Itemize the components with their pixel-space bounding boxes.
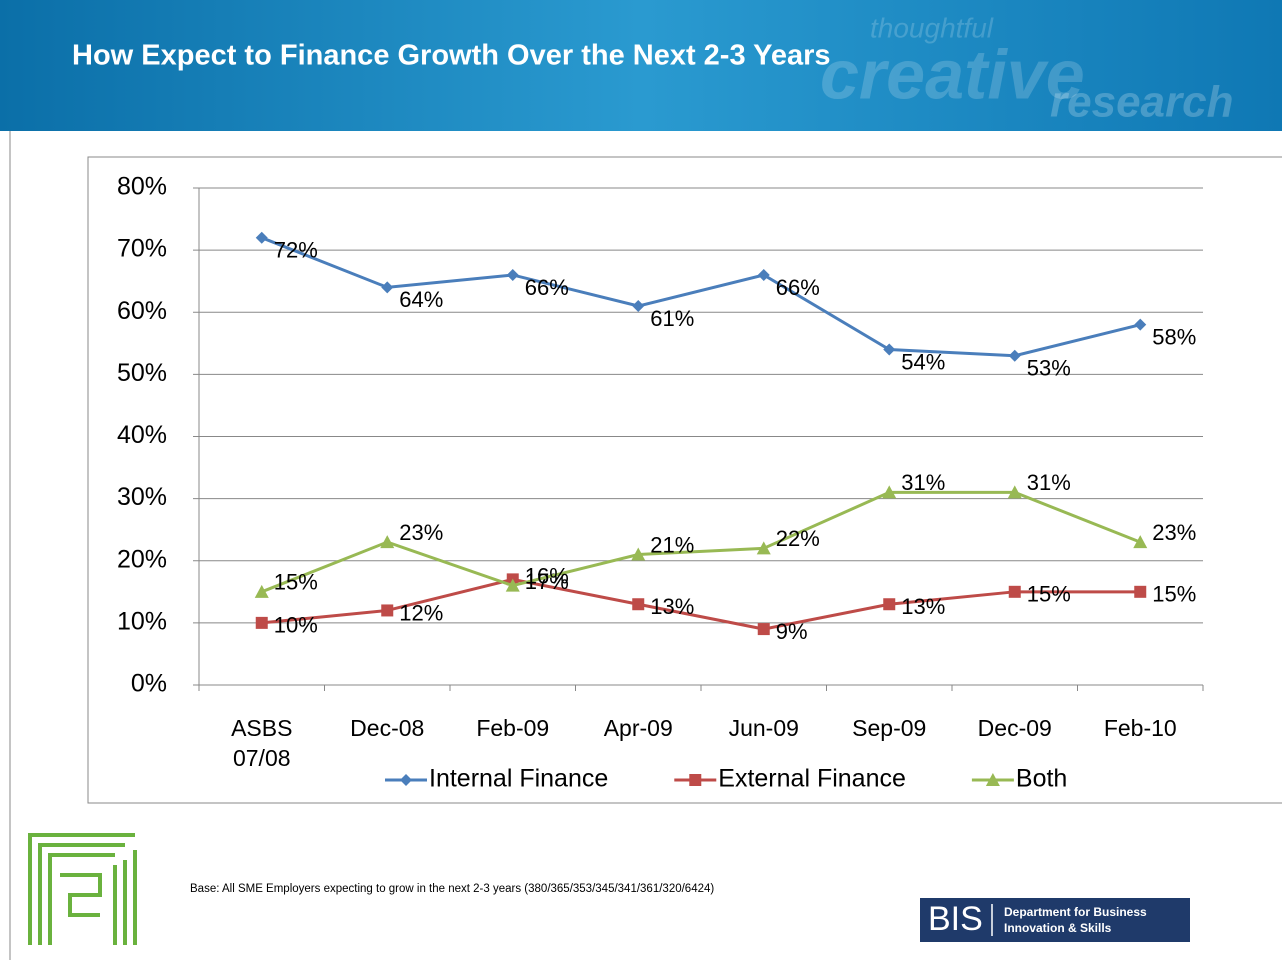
data-point bbox=[1008, 585, 1021, 598]
data-point bbox=[254, 584, 269, 598]
data-label: 61% bbox=[650, 306, 694, 331]
bis-line: Innovation & Skills bbox=[1004, 921, 1112, 935]
legend-label: Internal Finance bbox=[429, 765, 608, 793]
data-point bbox=[883, 343, 896, 356]
data-point bbox=[1134, 318, 1147, 331]
data-label: 15% bbox=[1152, 582, 1196, 607]
data-label: 10% bbox=[274, 613, 318, 638]
data-label: 12% bbox=[399, 600, 443, 625]
data-point bbox=[1007, 485, 1022, 499]
data-label: 64% bbox=[399, 287, 443, 312]
data-label: 15% bbox=[1027, 582, 1071, 607]
x-tick-label: Feb-10 bbox=[1103, 715, 1177, 741]
data-label: 22% bbox=[776, 526, 820, 551]
green-logo bbox=[28, 833, 137, 945]
y-tick-label: 60% bbox=[117, 297, 167, 325]
data-label: 31% bbox=[901, 470, 945, 495]
x-tick-label: Dec-08 bbox=[350, 715, 425, 741]
data-label: 15% bbox=[274, 570, 318, 595]
data-point bbox=[882, 485, 897, 499]
data-label: 21% bbox=[650, 532, 694, 557]
y-tick-label: 10% bbox=[117, 607, 167, 635]
x-tick-label: ASBS 07/08 bbox=[231, 715, 293, 771]
data-label: 53% bbox=[1027, 356, 1071, 381]
data-point bbox=[756, 541, 771, 555]
y-tick-label: 40% bbox=[117, 421, 167, 449]
data-point bbox=[1133, 535, 1148, 549]
data-label: 66% bbox=[776, 275, 820, 300]
y-tick-label: 20% bbox=[117, 545, 167, 573]
data-label: 13% bbox=[901, 594, 945, 619]
data-point bbox=[381, 604, 394, 617]
data-label: 54% bbox=[901, 349, 945, 374]
legend-marker bbox=[985, 773, 1000, 786]
data-point bbox=[757, 268, 770, 281]
bis-mark: BIS bbox=[928, 900, 983, 938]
bis-line: Department for Business bbox=[1004, 905, 1147, 919]
data-point bbox=[381, 281, 394, 294]
data-label: 16% bbox=[525, 563, 569, 588]
y-tick-label: 70% bbox=[117, 235, 167, 263]
data-point bbox=[1134, 585, 1147, 598]
legend-marker bbox=[400, 774, 412, 786]
legend-label: Both bbox=[1016, 765, 1067, 793]
y-tick-label: 30% bbox=[117, 483, 167, 511]
data-point bbox=[757, 623, 770, 636]
bis-logo-box bbox=[920, 898, 1190, 942]
watermark: creative bbox=[820, 35, 1085, 113]
y-tick-label: 80% bbox=[117, 173, 167, 201]
x-tick-label: Apr-09 bbox=[603, 715, 673, 741]
data-label: 13% bbox=[650, 594, 694, 619]
watermark: research bbox=[1050, 78, 1233, 127]
data-label: 58% bbox=[1152, 324, 1196, 349]
chart-frame bbox=[87, 156, 1282, 804]
x-tick-label: Jun-09 bbox=[728, 715, 799, 741]
data-point bbox=[506, 268, 519, 281]
legend-marker bbox=[689, 774, 702, 786]
data-label: 9% bbox=[776, 619, 808, 644]
series-line bbox=[261, 577, 1141, 631]
watermark: thoughtful bbox=[870, 12, 994, 43]
data-point bbox=[632, 598, 645, 611]
x-tick-label: Feb-09 bbox=[476, 715, 550, 741]
data-point bbox=[632, 300, 645, 313]
data-label: 72% bbox=[274, 238, 318, 263]
data-point bbox=[883, 598, 896, 611]
data-point bbox=[1008, 349, 1021, 362]
legend-label: External Finance bbox=[718, 765, 906, 793]
data-label: 23% bbox=[399, 520, 443, 545]
data-point bbox=[505, 578, 520, 592]
footnote: Base: All SME Employers expecting to gro… bbox=[190, 883, 714, 895]
data-point bbox=[255, 231, 268, 244]
data-label: 66% bbox=[525, 275, 569, 300]
data-label: 31% bbox=[1027, 470, 1071, 495]
series-line bbox=[261, 490, 1141, 594]
data-point bbox=[255, 616, 268, 629]
y-tick-label: 0% bbox=[131, 670, 167, 698]
data-label: 23% bbox=[1152, 520, 1196, 545]
data-point bbox=[631, 547, 646, 561]
slide-title: How Expect to Finance Growth Over the Ne… bbox=[72, 40, 831, 72]
header-band bbox=[0, 0, 1282, 131]
x-tick-label: Dec-09 bbox=[977, 715, 1052, 741]
data-point bbox=[380, 535, 395, 549]
y-tick-label: 50% bbox=[117, 359, 167, 387]
series-line bbox=[261, 236, 1141, 358]
x-tick-label: Sep-09 bbox=[852, 715, 927, 741]
